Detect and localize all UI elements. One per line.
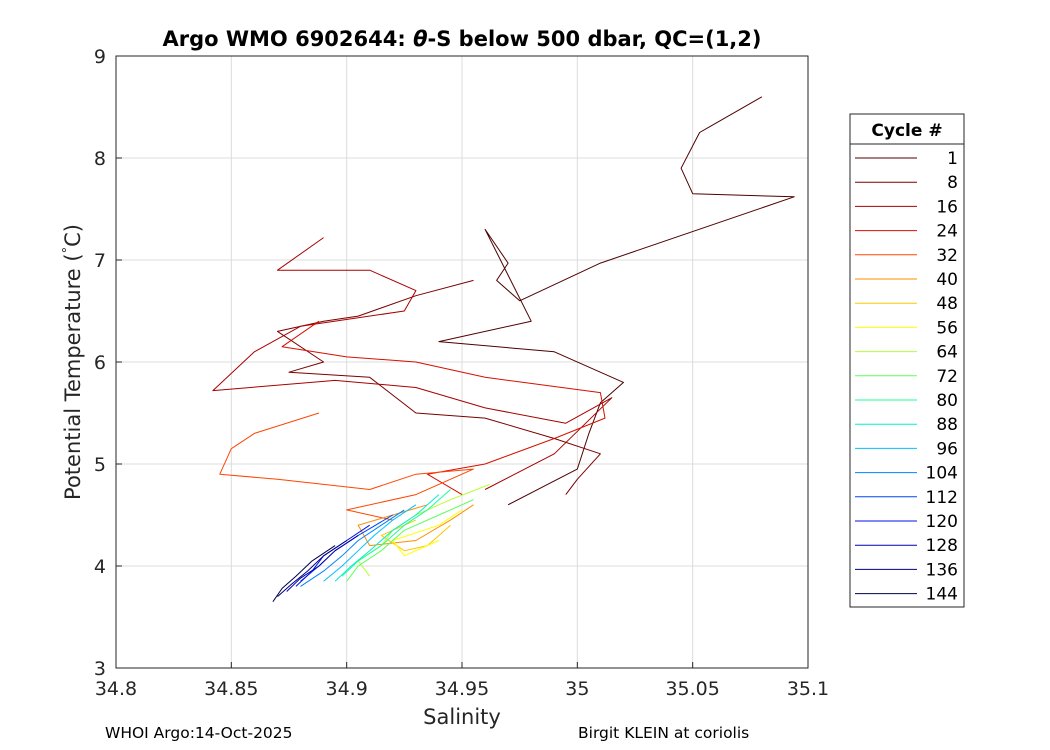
footer-credit-left: WHOI Argo:14-Oct-2025 — [105, 724, 293, 742]
y-tick-label: 6 — [94, 352, 106, 374]
y-tick-label: 4 — [94, 556, 106, 578]
x-tick-label: 34.9 — [326, 678, 368, 700]
x-tick-label: 34.8 — [95, 678, 137, 700]
series-line-cycle-136 — [277, 540, 347, 597]
legend-title: Cycle # — [871, 121, 942, 141]
footer-credit-right: Birgit KLEIN at coriolis — [578, 724, 750, 742]
legend-label-cycle-48: 48 — [936, 294, 958, 314]
x-tick-label: 35.05 — [665, 678, 719, 700]
series-line-cycle-24 — [281, 320, 606, 496]
series-group — [212, 96, 795, 602]
legend-label-cycle-32: 32 — [936, 246, 958, 266]
axis-ticks: 34.8 34.85 34.9 34.95 35 35.05 35.1 3 4 5 6 7 8 9 — [94, 46, 829, 700]
series-line-cycle-16 — [212, 237, 613, 490]
legend: Cycle # 1 8 16 24 32 40 48 56 64 72 80 88 96 104 112 12… — [849, 113, 965, 608]
y-tick-label: 3 — [94, 658, 106, 680]
legend-label-cycle-64: 64 — [936, 343, 958, 363]
legend-label-cycle-88: 88 — [936, 415, 958, 435]
x-tick-label: 34.95 — [435, 678, 489, 700]
y-tick-label: 8 — [94, 148, 106, 170]
legend-label-cycle-112: 112 — [926, 488, 958, 508]
x-tick-label: 34.85 — [204, 678, 258, 700]
legend-label-cycle-1: 1 — [947, 149, 958, 169]
legend-label-cycle-56: 56 — [936, 318, 958, 338]
legend-label-cycle-72: 72 — [936, 367, 958, 387]
legend-entries: 1 8 16 24 32 40 48 56 64 72 80 88 96 104 112 120 128 136 1… — [855, 149, 958, 605]
legend-label-cycle-128: 128 — [926, 536, 958, 556]
series-line-cycle-8 — [277, 279, 601, 495]
series-line-cycle-80 — [341, 489, 451, 577]
legend-label-cycle-144: 144 — [926, 585, 958, 605]
chart-title: Argo WMO 6902644: θ-S below 500 dbar, QC… — [162, 27, 761, 51]
y-tick-label: 5 — [94, 454, 106, 476]
legend-label-cycle-40: 40 — [936, 270, 958, 290]
legend-label-cycle-16: 16 — [936, 197, 958, 217]
y-axis-label: Potential Temperature (°C) — [61, 224, 85, 500]
x-tick-label: 35.1 — [787, 678, 829, 700]
y-tick-label: 9 — [94, 46, 106, 68]
grid-lines — [116, 56, 808, 668]
x-tick-label: 35 — [565, 678, 589, 700]
series-line-cycle-72 — [346, 499, 474, 582]
legend-label-cycle-120: 120 — [926, 512, 958, 532]
legend-label-cycle-8: 8 — [947, 173, 958, 193]
x-axis-label: Salinity — [423, 705, 501, 729]
series-line-cycle-1 — [438, 96, 795, 506]
series-line-cycle-96 — [323, 504, 417, 582]
series-line-cycle-128 — [286, 534, 359, 592]
legend-label-cycle-136: 136 — [926, 560, 958, 580]
series-line-cycle-144 — [272, 545, 336, 602]
y-tick-label: 7 — [94, 250, 106, 272]
legend-label-cycle-80: 80 — [936, 391, 958, 411]
series-line-cycle-88 — [334, 494, 440, 582]
legend-box — [849, 113, 965, 608]
legend-label-cycle-96: 96 — [936, 439, 958, 459]
series-line-cycle-32 — [219, 412, 474, 521]
legend-label-cycle-104: 104 — [926, 464, 958, 484]
series-line-cycle-104 — [300, 509, 405, 587]
legend-label-cycle-24: 24 — [936, 222, 958, 242]
